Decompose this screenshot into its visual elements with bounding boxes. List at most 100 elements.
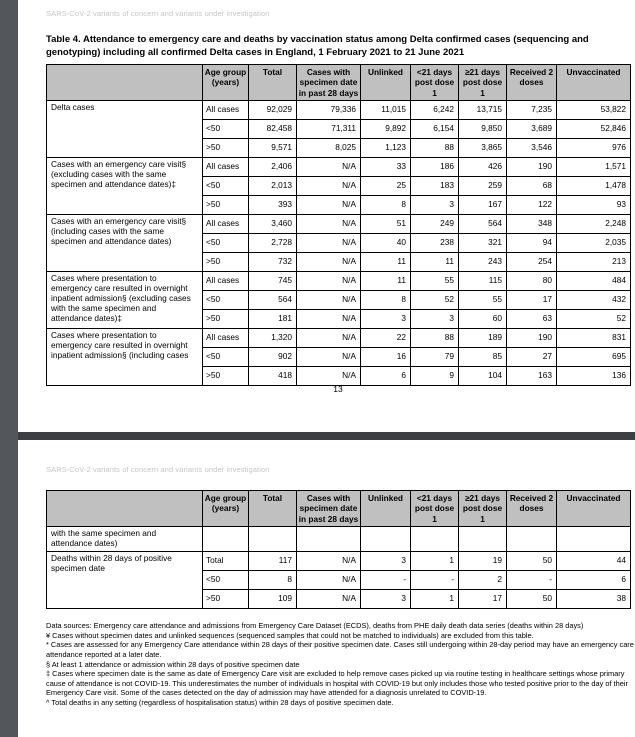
value-cell: 11 xyxy=(410,252,459,273)
column-header: Age group (years) xyxy=(202,489,249,528)
column-header: ≥21 days post dose 1 xyxy=(458,63,507,102)
value-cell: 82,458 xyxy=(248,119,297,140)
value-cell: 44 xyxy=(556,550,631,571)
value-cell: 3,865 xyxy=(458,138,507,159)
row-group-label: Cases where presentation to emergency ca… xyxy=(46,271,203,330)
value-cell: 40 xyxy=(360,233,411,254)
table-row: Deaths within 28 days of positive specim… xyxy=(46,550,631,609)
value-cell: 1,571 xyxy=(556,157,631,178)
age-group-cell: <50 xyxy=(202,119,249,140)
value-cell: 321 xyxy=(458,233,507,254)
value-cell xyxy=(458,526,507,552)
value-cell xyxy=(248,526,297,552)
age-group-cell: <50 xyxy=(202,233,249,254)
column-header: Cases with specimen date in past 28 days xyxy=(296,489,361,528)
value-cell: 63 xyxy=(506,309,557,330)
value-cell: 8,025 xyxy=(296,138,361,159)
value-cell: 3 xyxy=(360,588,411,609)
value-cell xyxy=(410,526,459,552)
table-row: >50 181 N/A 3 3 60 63 52 xyxy=(47,309,631,330)
value-cell: 432 xyxy=(556,290,631,311)
footnote-double-dagger: ‡ Cases where specimen date is the same … xyxy=(46,669,628,698)
value-cell: 60 xyxy=(458,309,507,330)
value-cell: 167 xyxy=(458,195,507,216)
value-cell: N/A xyxy=(296,271,361,292)
page-number: 13 xyxy=(333,384,343,394)
value-cell: 2,035 xyxy=(556,233,631,254)
value-cell: 11 xyxy=(360,252,411,273)
value-cell: 88 xyxy=(410,328,459,349)
age-group-cell: >50 xyxy=(202,309,249,330)
value-cell: 93 xyxy=(556,195,631,216)
value-cell: 27 xyxy=(506,347,557,368)
column-header: Unvaccinated xyxy=(556,489,631,528)
table-row: <50 564 N/A 8 52 55 17 432 xyxy=(47,290,631,311)
value-cell: 38 xyxy=(556,588,631,609)
value-cell: 1 xyxy=(410,550,459,571)
value-cell: N/A xyxy=(296,176,361,197)
running-header: SARS-CoV-2 variants of concern and varia… xyxy=(46,9,270,18)
value-cell: N/A xyxy=(296,347,361,368)
value-cell: 136 xyxy=(556,366,631,387)
column-header: Unvaccinated xyxy=(556,63,631,102)
value-cell: - xyxy=(506,569,557,590)
age-group-cell: >50 xyxy=(202,366,249,387)
value-cell: 71,311 xyxy=(296,119,361,140)
footnotes: Data sources: Emergency care attendance … xyxy=(46,621,635,708)
value-cell: N/A xyxy=(296,588,361,609)
table-row: >50 418 N/A 6 9 104 163 136 xyxy=(47,366,631,387)
document-page-13: SARS-CoV-2 variants of concern and varia… xyxy=(18,0,635,432)
age-group-cell: Total xyxy=(202,550,249,571)
value-cell: 9 xyxy=(410,366,459,387)
table-row: Cases where presentation to emergency ca… xyxy=(46,328,631,387)
running-header: SARS-CoV-2 variants of concern and varia… xyxy=(46,465,270,474)
table-row: with the same specimen and attendance da… xyxy=(46,526,631,552)
value-cell: 52 xyxy=(410,290,459,311)
value-cell: 3 xyxy=(360,309,411,330)
value-cell: 249 xyxy=(410,214,459,235)
value-cell: 181 xyxy=(248,309,297,330)
footnote-section: § At least 1 attendance or admission wit… xyxy=(46,659,300,669)
value-cell: 1,123 xyxy=(360,138,411,159)
page-separator xyxy=(18,432,635,440)
row-group-label: Deaths within 28 days of positive specim… xyxy=(46,550,203,609)
value-cell: N/A xyxy=(296,290,361,311)
value-cell: 85 xyxy=(458,347,507,368)
value-cell: 94 xyxy=(506,233,557,254)
value-cell: N/A xyxy=(296,309,361,330)
value-cell: 2,013 xyxy=(248,176,297,197)
age-group-cell: >50 xyxy=(202,252,249,273)
value-cell: 190 xyxy=(506,157,557,178)
table-row: <50 2,013 N/A 25 183 259 68 1,478 xyxy=(47,176,631,197)
value-cell: 11 xyxy=(360,271,411,292)
document-page-14: SARS-CoV-2 variants of concern and varia… xyxy=(18,440,635,737)
footnote-caret: ^ Total deaths in any setting (regardles… xyxy=(46,698,394,707)
value-cell: N/A xyxy=(296,195,361,216)
column-header: <21 days post dose 1 xyxy=(410,489,459,528)
value-cell: 259 xyxy=(458,176,507,197)
value-cell: 16 xyxy=(360,347,411,368)
value-cell: 8 xyxy=(248,569,297,590)
value-cell: 6 xyxy=(556,569,631,590)
value-cell: 17 xyxy=(506,290,557,311)
value-cell: 163 xyxy=(506,366,557,387)
column-header: Cases with specimen date in past 28 days xyxy=(296,63,361,102)
age-group-cell: All cases xyxy=(202,157,249,178)
value-cell: - xyxy=(410,569,459,590)
age-group-cell: All cases xyxy=(202,328,249,349)
table-row: Cases where presentation to emergency ca… xyxy=(46,271,631,330)
value-cell: 393 xyxy=(248,195,297,216)
value-cell: 238 xyxy=(410,233,459,254)
column-header: ≥21 days post dose 1 xyxy=(458,489,507,528)
value-cell: 9,850 xyxy=(458,119,507,140)
value-cell: 3 xyxy=(410,195,459,216)
value-cell: 11,015 xyxy=(360,100,411,121)
footnote-asterisk: * Cases are assessed for any Emergency C… xyxy=(46,640,634,659)
value-cell: 3,689 xyxy=(506,119,557,140)
row-group-label: with the same specimen and attendance da… xyxy=(46,526,203,552)
value-cell: 6 xyxy=(360,366,411,387)
value-cell xyxy=(556,526,631,552)
value-cell: 745 xyxy=(248,271,297,292)
age-group-cell: >50 xyxy=(202,588,249,609)
value-cell: 976 xyxy=(556,138,631,159)
